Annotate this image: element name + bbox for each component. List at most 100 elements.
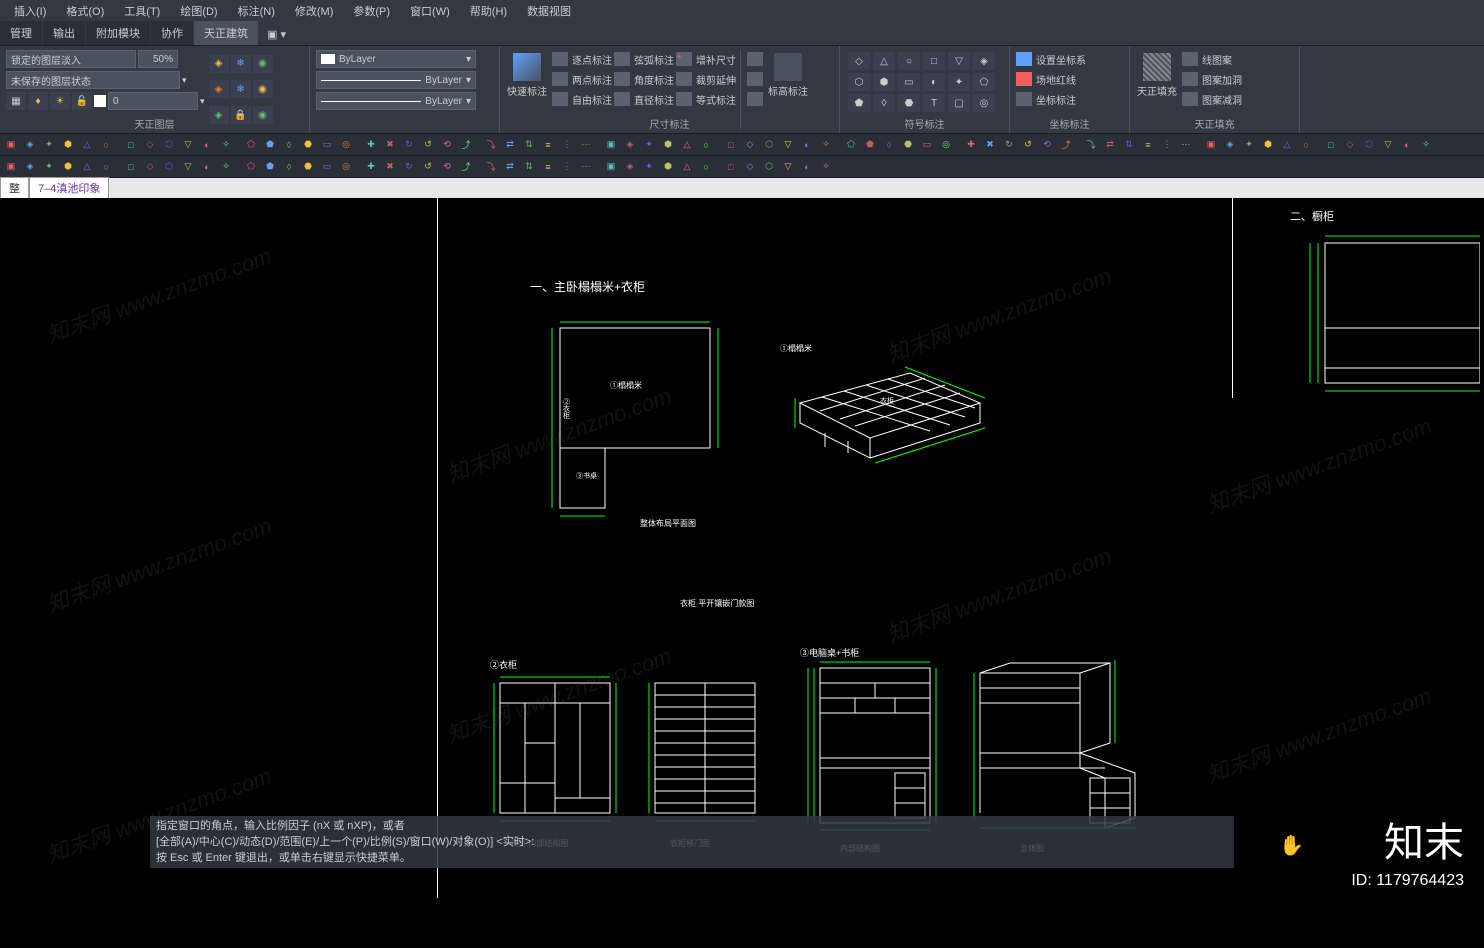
toolbar-icon[interactable]: ◈ [621,136,639,154]
toolbar-icon[interactable]: ⬠ [242,136,260,154]
toolbar-icon[interactable]: ⇄ [501,158,519,176]
toolbar-icon[interactable]: ◈ [1221,136,1239,154]
dim-tool[interactable] [747,70,763,88]
elevation-dim-button[interactable]: 标高标注 [767,50,809,100]
dim-eq[interactable]: 等式标注 [676,90,736,108]
toolbar-icon[interactable]: ◊ [280,158,298,176]
dim-trim[interactable]: 裁剪延伸 [676,70,736,88]
toolbar-icon[interactable]: ⬡ [760,136,778,154]
symbol-icon[interactable]: ▭ [898,73,920,91]
toolbar-icon[interactable]: ○ [1297,136,1315,154]
toolbar-icon[interactable]: ✧ [217,158,235,176]
toolbar-icon[interactable]: △ [678,158,696,176]
toolbar-icon[interactable]: ⬟ [861,136,879,154]
fill-subopen[interactable]: 图案减洞 [1182,90,1242,108]
menu-modify[interactable]: 修改(M) [285,3,344,19]
toolbar-icon[interactable]: ⬣ [299,136,317,154]
fill-addopen[interactable]: 图案加洞 [1182,70,1242,88]
layer-sun-icon[interactable]: ☀ [50,92,70,110]
symbol-icon[interactable]: ⬠ [973,73,995,91]
layer-tool-icon[interactable]: ◈ [209,55,229,73]
toolbar-icon[interactable]: ◐ [198,136,216,154]
menu-insert[interactable]: 插入(I) [4,3,56,19]
tab-manage[interactable]: 管理 [0,21,42,45]
toolbar-icon[interactable]: ⋮ [558,136,576,154]
toolbar-icon[interactable]: ≡ [1139,136,1157,154]
dropdown-icon[interactable]: ▾ [200,96,205,107]
dropdown-icon[interactable]: ▾ [182,75,187,86]
toolbar-icon[interactable]: ⬢ [659,158,677,176]
menu-draw[interactable]: 绘图(D) [170,3,227,19]
toolbar-icon[interactable]: □ [722,158,740,176]
toolbar-icon[interactable]: ⋮ [558,158,576,176]
toolbar-icon[interactable]: △ [78,158,96,176]
toolbar-icon[interactable]: ○ [97,158,115,176]
color-selector[interactable]: ByLayer▾ [316,50,476,68]
toolbar-icon[interactable]: ✧ [217,136,235,154]
toolbar-icon[interactable]: ◎ [337,158,355,176]
toolbar-icon[interactable]: ≡ [539,158,557,176]
toolbar-icon[interactable]: ▣ [2,136,20,154]
tab-collab[interactable]: 协作 [151,21,193,45]
toolbar-icon[interactable]: ✦ [640,158,658,176]
toolbar-icon[interactable]: ▽ [179,158,197,176]
toolbar-icon[interactable]: ↺ [1019,136,1037,154]
toolbar-icon[interactable]: ▽ [179,136,197,154]
toolbar-icon[interactable]: ⤵ [1082,136,1100,154]
layer-lock-icon[interactable]: 🔓 [72,92,92,110]
layer-tool-icon[interactable]: ◉ [253,55,273,73]
toolbar-icon[interactable]: ◊ [280,136,298,154]
toolbar-icon[interactable]: ▭ [318,136,336,154]
toolbar-icon[interactable]: ⬢ [59,136,77,154]
coord-set[interactable]: 设置坐标系 [1016,50,1086,68]
symbol-icon[interactable]: ▽ [948,52,970,70]
toolbar-icon[interactable]: ◇ [1341,136,1359,154]
toolbar-icon[interactable]: ⇅ [520,158,538,176]
menu-param[interactable]: 参数(P) [343,3,400,19]
symbol-icon[interactable]: ⬟ [848,94,870,112]
toolbar-icon[interactable]: ✖ [981,136,999,154]
toolbar-icon[interactable]: □ [122,158,140,176]
toolbar-icon[interactable]: ▽ [779,158,797,176]
toolbar-icon[interactable]: ▣ [602,136,620,154]
toolbar-icon[interactable]: ⬢ [1259,136,1277,154]
layer-tool-icon[interactable]: ❄ [231,80,251,98]
symbol-icon[interactable]: ◈ [973,52,995,70]
toolbar-icon[interactable]: ⤵ [482,136,500,154]
toolbar-icon[interactable]: ▽ [1379,136,1397,154]
dim-arc[interactable]: 弦弧标注 [614,50,674,68]
layer-color-icon[interactable] [94,95,106,107]
toolbar-icon[interactable]: □ [122,136,140,154]
symbol-icon[interactable]: ◎ [973,94,995,112]
layer-tool-icon[interactable]: ◉ [253,80,273,98]
coord-dim[interactable]: 坐标标注 [1016,90,1086,108]
toolbar-icon[interactable]: ↺ [419,158,437,176]
toolbar-icon[interactable]: ✦ [40,158,58,176]
symbol-icon[interactable]: □ [923,52,945,70]
layer-tool-icon[interactable]: ❄ [231,55,251,73]
toolbar-icon[interactable]: ◐ [798,158,816,176]
toolbar-icon[interactable]: ○ [97,136,115,154]
toolbar-icon[interactable]: ⬡ [760,158,778,176]
toolbar-icon[interactable]: ⬢ [659,136,677,154]
dim-free[interactable]: 自由标注 [552,90,612,108]
toolbar-icon[interactable]: ✖ [381,158,399,176]
toolbar-icon[interactable]: ⤵ [482,158,500,176]
toolbar-icon[interactable]: ◈ [621,158,639,176]
toolbar-icon[interactable]: ✦ [1240,136,1258,154]
tab-tangent[interactable]: 天正建筑 [194,21,258,45]
layer-grid-icon[interactable]: ▦ [6,92,26,110]
toolbar-icon[interactable]: ↻ [1000,136,1018,154]
toolbar-icon[interactable]: ⬟ [261,158,279,176]
dim-angle[interactable]: 角度标注 [614,70,674,88]
toolbar-icon[interactable]: ⇅ [1120,136,1138,154]
toolbar-icon[interactable]: ✚ [362,158,380,176]
dim-dia[interactable]: 直径标注 [614,90,674,108]
toolbar-icon[interactable]: ⟲ [438,158,456,176]
fill-button[interactable]: 天正填充 [1136,50,1178,100]
toolbar-icon[interactable]: ▣ [2,158,20,176]
toolbar-icon[interactable]: ⬠ [842,136,860,154]
toolbar-icon[interactable]: □ [722,136,740,154]
toolbar-icon[interactable]: ◇ [741,158,759,176]
layer-bulb-icon[interactable]: ♦ [28,92,48,110]
